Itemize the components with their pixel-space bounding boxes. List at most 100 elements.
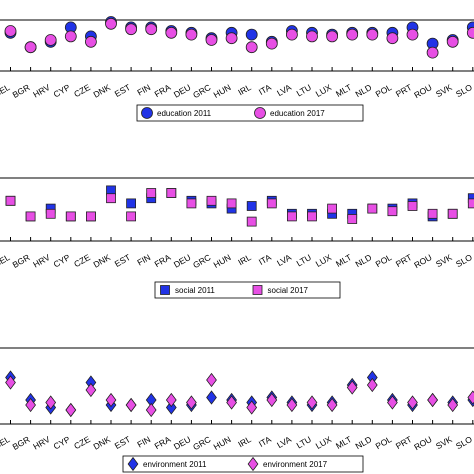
- data-point-second-series: [4, 25, 17, 37]
- data-point-first-series: [206, 390, 217, 405]
- x-tick-label: BEL: [0, 252, 12, 269]
- data-point-second-series: [266, 198, 277, 209]
- data-point-second-series: [466, 26, 474, 39]
- data-point-second-series: [206, 372, 217, 388]
- data-point-second-series: [427, 208, 438, 219]
- x-tick-label: FRA: [153, 252, 173, 269]
- x-tick-label: DNK: [91, 434, 112, 452]
- x-tick-label: DEU: [172, 252, 193, 270]
- data-point-second-series: [105, 392, 117, 408]
- x-tick-label: PRT: [394, 434, 414, 451]
- x-tick-label: GRC: [191, 252, 212, 270]
- x-tick-label: SVK: [434, 82, 454, 99]
- x-tick-label: CYP: [52, 252, 72, 270]
- data-point-second-series: [387, 395, 398, 410]
- x-tick-label: FRA: [153, 82, 173, 99]
- data-point-second-series: [185, 28, 198, 41]
- x-tick-label: PRT: [394, 82, 414, 99]
- x-tick-label: FIN: [135, 82, 152, 98]
- x-tick-label: CYP: [52, 82, 72, 100]
- x-tick-label: POL: [374, 252, 394, 269]
- data-point-second-series: [366, 28, 379, 41]
- data-point-second-series: [65, 402, 77, 418]
- x-tick-label: NLD: [354, 82, 374, 99]
- x-tick-label: BEL: [0, 434, 12, 451]
- legend-box: [122, 455, 364, 473]
- x-tick-label: DEU: [172, 82, 193, 100]
- data-point-second-series: [86, 211, 96, 222]
- data-point-second-series: [145, 23, 158, 36]
- data-point-second-series: [64, 30, 77, 43]
- data-point-second-series: [186, 198, 197, 209]
- x-tick-label: NLD: [354, 434, 374, 451]
- data-point-first-series: [246, 201, 257, 211]
- data-point-second-series: [206, 195, 217, 206]
- data-point-second-series: [326, 30, 339, 43]
- x-tick-label: LTU: [295, 82, 313, 98]
- data-point-second-series: [146, 188, 157, 198]
- x-tick-label: DEU: [172, 434, 193, 452]
- data-point-second-series: [347, 214, 358, 224]
- data-point-second-series: [306, 395, 318, 410]
- x-tick-label: MLT: [334, 82, 353, 99]
- x-tick-label: EST: [113, 434, 132, 451]
- data-point-second-series: [65, 211, 76, 222]
- x-tick-label: LUX: [314, 252, 334, 269]
- data-point-second-series: [25, 211, 36, 222]
- x-tick-label: IRL: [236, 434, 253, 449]
- x-tick-label: MLT: [334, 434, 353, 451]
- legend-box: [136, 104, 364, 122]
- data-point-second-series: [246, 400, 258, 415]
- x-tick-label: LUX: [314, 82, 334, 99]
- legend-label: education 2011: [157, 109, 212, 118]
- data-point-second-series: [306, 30, 318, 43]
- legend-marker: [141, 107, 153, 119]
- x-tick-label: FIN: [135, 252, 152, 268]
- x-tick-label: POL: [374, 82, 394, 99]
- x-tick-label: CZE: [72, 434, 92, 451]
- data-point-second-series: [447, 208, 458, 219]
- x-tick-label: LTU: [295, 252, 313, 268]
- data-point-second-series: [166, 188, 177, 198]
- x-tick-label: SVK: [434, 434, 454, 451]
- legend-label: education 2017: [270, 109, 325, 118]
- legend-label: environment 2011: [143, 460, 207, 469]
- x-tick-label: FRA: [153, 434, 173, 451]
- data-point-second-series: [467, 390, 474, 405]
- x-tick-label: CZE: [72, 82, 92, 99]
- data-point-second-series: [85, 382, 97, 398]
- legend: environment 2011 environment 2017: [122, 455, 364, 473]
- data-point-second-series: [366, 377, 378, 393]
- data-point-second-series: [106, 193, 116, 204]
- x-tick-label: EST: [113, 82, 132, 99]
- data-point-first-series: [126, 198, 136, 209]
- legend-marker: [127, 456, 139, 472]
- legend-label: social 2017: [268, 286, 309, 295]
- data-point-second-series: [246, 216, 257, 227]
- data-point-second-series: [125, 23, 138, 36]
- x-tick-label: PRT: [394, 252, 414, 269]
- legend-marker: [160, 285, 170, 295]
- data-point-second-series: [286, 211, 297, 222]
- legend-marker: [254, 107, 266, 119]
- x-tick-label: GRC: [191, 82, 212, 100]
- x-tick-label: SLO: [454, 252, 474, 269]
- x-tick-label: BGR: [11, 252, 32, 270]
- x-tick-label: SLO: [454, 82, 474, 99]
- x-tick-label: SLO: [454, 434, 474, 451]
- x-tick-label: ROU: [412, 434, 433, 452]
- data-point-second-series: [25, 397, 36, 413]
- x-tick-label: ITA: [257, 82, 273, 97]
- x-tick-label: HRV: [31, 252, 52, 270]
- x-tick-label: LUX: [314, 434, 334, 451]
- x-tick-label: SVK: [434, 252, 454, 269]
- x-tick-label: ITA: [257, 434, 273, 449]
- x-tick-label: EST: [113, 252, 132, 269]
- data-point-second-series: [427, 392, 438, 408]
- data-point-second-series: [44, 34, 57, 46]
- x-tick-label: HUN: [212, 434, 233, 452]
- data-point-second-series: [386, 32, 399, 45]
- data-point-second-series: [406, 28, 419, 41]
